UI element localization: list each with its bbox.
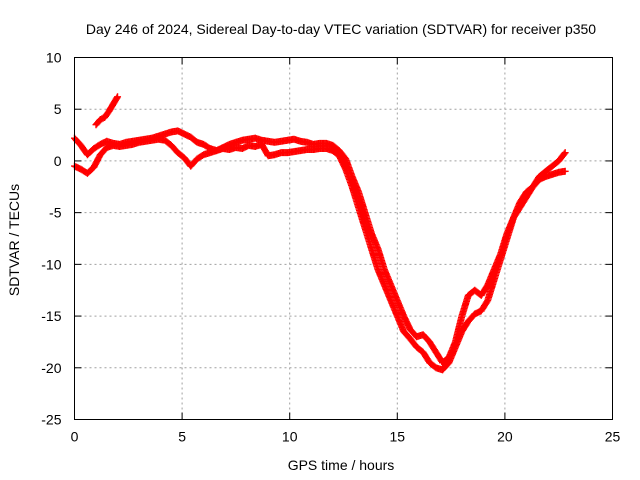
y-tick-label: 0 (54, 153, 62, 169)
series-3 (92, 93, 122, 129)
x-tick-label: 25 (605, 429, 621, 445)
axis-ticks (74, 57, 613, 420)
axis-tick-labels: 0 5 10 15 20 25 -25 -20 -15 -10 -5 0 5 10 (41, 50, 620, 445)
y-tick-label: -20 (41, 360, 61, 376)
x-tick-label: 5 (178, 429, 186, 445)
data-point-marker (114, 93, 122, 101)
data-markers (71, 93, 569, 374)
x-tick-label: 10 (282, 429, 298, 445)
y-tick-label: -10 (41, 256, 61, 272)
x-axis-title: GPS time / hours (288, 457, 395, 473)
y-tick-label: -15 (41, 308, 61, 324)
y-axis-title: SDTVAR / TECUs (6, 184, 22, 296)
y-tick-label: -5 (49, 205, 62, 221)
y-tick-label: 10 (46, 50, 62, 66)
data-point-marker (113, 94, 121, 102)
chart-title: Day 246 of 2024, Sidereal Day-to-day VTE… (86, 21, 596, 37)
y-tick-label: 5 (54, 101, 62, 117)
data-point-marker (560, 150, 568, 158)
x-tick-label: 15 (390, 429, 406, 445)
x-tick-label: 0 (71, 429, 79, 445)
x-tick-label: 20 (497, 429, 513, 445)
data-point-marker (561, 167, 569, 175)
data-point-marker (561, 149, 569, 157)
y-tick-label: -25 (41, 412, 61, 428)
series-2 (71, 135, 569, 374)
plot-frame (74, 57, 613, 420)
